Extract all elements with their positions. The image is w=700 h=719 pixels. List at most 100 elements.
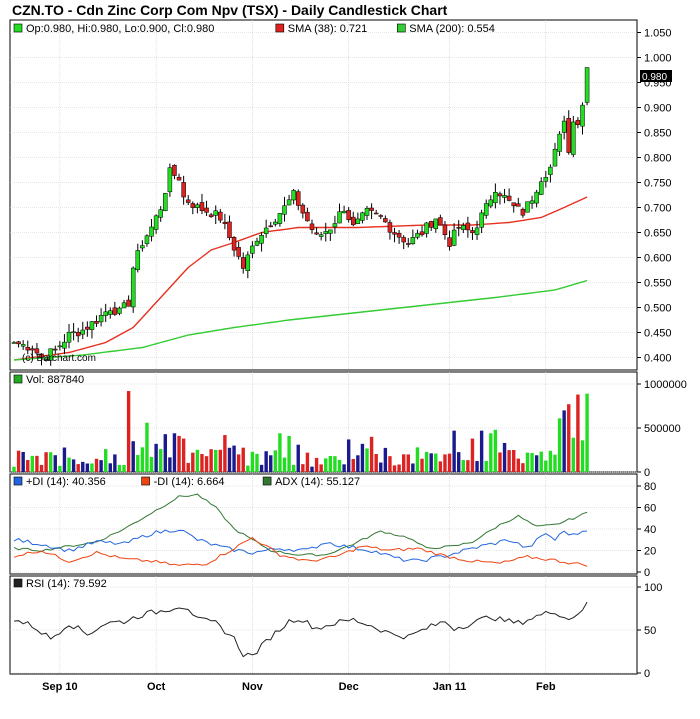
candle-up xyxy=(548,166,553,175)
volume-bar xyxy=(62,447,67,472)
price-tick-label: 0.450 xyxy=(644,328,672,340)
price-legend-label: SMA (38): 0.721 xyxy=(288,23,368,35)
volume-bar xyxy=(534,455,539,472)
volume-bar xyxy=(108,463,112,472)
dmi-tick-label: 80 xyxy=(644,481,656,493)
volume-bar xyxy=(553,454,557,472)
volume-bar xyxy=(172,433,177,472)
candle-up xyxy=(332,223,338,228)
rsi-legend-label: RSI (14): 79.592 xyxy=(26,578,107,590)
candle-down xyxy=(126,299,131,307)
candle-up xyxy=(552,148,558,167)
di-minus-line xyxy=(13,536,588,567)
volume-bar xyxy=(264,451,268,472)
rsi-panel xyxy=(9,575,638,675)
x-tick-label: Dec xyxy=(339,681,359,693)
volume-bar xyxy=(438,461,443,472)
candle-up xyxy=(98,314,104,323)
dmi-tick-label: 60 xyxy=(644,503,656,515)
candle-up xyxy=(62,341,67,349)
volume-bar xyxy=(99,460,103,472)
volume-bar xyxy=(209,449,213,472)
dmi-legend-label: -DI (14): 6.664 xyxy=(154,476,225,488)
volume-bar xyxy=(241,447,245,472)
candle-up xyxy=(273,221,278,225)
price-tick-label: 0.500 xyxy=(644,303,672,315)
x-tick-label: Oct xyxy=(147,681,166,693)
volume-bar xyxy=(204,456,209,472)
volume-bar xyxy=(218,449,223,472)
candle-up xyxy=(108,310,113,315)
candle-up xyxy=(277,213,283,224)
candle-up xyxy=(213,210,218,216)
rsi-legend-swatch xyxy=(13,578,23,588)
candle-down xyxy=(240,257,246,269)
candle-down xyxy=(295,191,301,206)
volume-bar xyxy=(521,463,525,472)
legend-layer: Op:0.980, Hi:0.980, Lo:0.900, Cl:0.980 SM… xyxy=(13,23,495,590)
candle-down xyxy=(520,208,526,216)
candle-down xyxy=(112,307,118,315)
rsi-tick-label: 50 xyxy=(644,625,656,637)
volume-bar xyxy=(489,433,493,472)
candle-up xyxy=(451,229,457,246)
candle-down xyxy=(428,221,434,228)
volume-bar xyxy=(305,452,310,472)
candle-up xyxy=(318,234,324,237)
volume-bar xyxy=(269,455,273,472)
candle-down xyxy=(218,211,223,221)
candle-down xyxy=(176,176,182,181)
volume-bar xyxy=(466,460,470,472)
price-legend-swatch xyxy=(396,23,406,33)
volume-bar xyxy=(159,449,163,472)
volume-bar xyxy=(516,458,521,472)
candle-down xyxy=(94,321,99,324)
price-tick-label: 1.000 xyxy=(644,53,672,65)
volume-bar xyxy=(177,435,181,472)
adx-line xyxy=(13,493,588,557)
candle-down xyxy=(387,222,393,233)
sma200-line xyxy=(13,279,588,361)
axis-layer: 1.0501.0000.9500.9000.8500.8000.7500.700… xyxy=(42,28,687,694)
candle-up xyxy=(479,212,484,228)
volume-bar xyxy=(388,456,392,472)
volume-bar xyxy=(470,438,475,472)
candle-down xyxy=(497,193,503,197)
candle-down xyxy=(34,348,40,354)
candle-up xyxy=(167,167,173,193)
dmi-legend-label: +DI (14): 40.356 xyxy=(26,476,106,488)
dmi-panel xyxy=(9,473,638,575)
volume-bar xyxy=(12,466,16,472)
volume-bar xyxy=(103,449,108,472)
candle-up xyxy=(259,235,264,244)
candle-down xyxy=(231,237,237,251)
candle-up xyxy=(502,195,507,198)
last-price-box xyxy=(640,70,672,82)
volume-tick-label: 1000000 xyxy=(644,379,687,391)
volume-bar xyxy=(539,451,543,472)
volume-bar xyxy=(420,458,424,472)
candle-up xyxy=(328,229,333,234)
candle-down xyxy=(25,347,31,351)
volume-bar xyxy=(434,453,438,472)
price-tick-label: 0.650 xyxy=(644,228,672,240)
volume-bar xyxy=(319,464,323,472)
volume-bar xyxy=(53,455,57,472)
dmi-legend-swatch xyxy=(262,476,272,486)
candle-up xyxy=(286,199,292,206)
volume-bar xyxy=(548,450,553,472)
candle-up xyxy=(415,233,420,238)
volume-bar xyxy=(502,442,507,472)
rsi-line xyxy=(13,601,588,658)
volume-bar xyxy=(324,458,328,472)
volume-bar xyxy=(76,464,80,472)
volume-bar xyxy=(126,391,131,472)
candle-down xyxy=(185,199,191,203)
candle-up xyxy=(580,104,585,127)
candle-down xyxy=(236,247,241,257)
volume-bar xyxy=(585,393,589,472)
candle-down xyxy=(447,237,452,247)
candle-down xyxy=(383,218,388,223)
dmi-legend-label: ADX (14): 55.127 xyxy=(275,476,360,488)
price-tick-label: 0.850 xyxy=(644,128,672,140)
